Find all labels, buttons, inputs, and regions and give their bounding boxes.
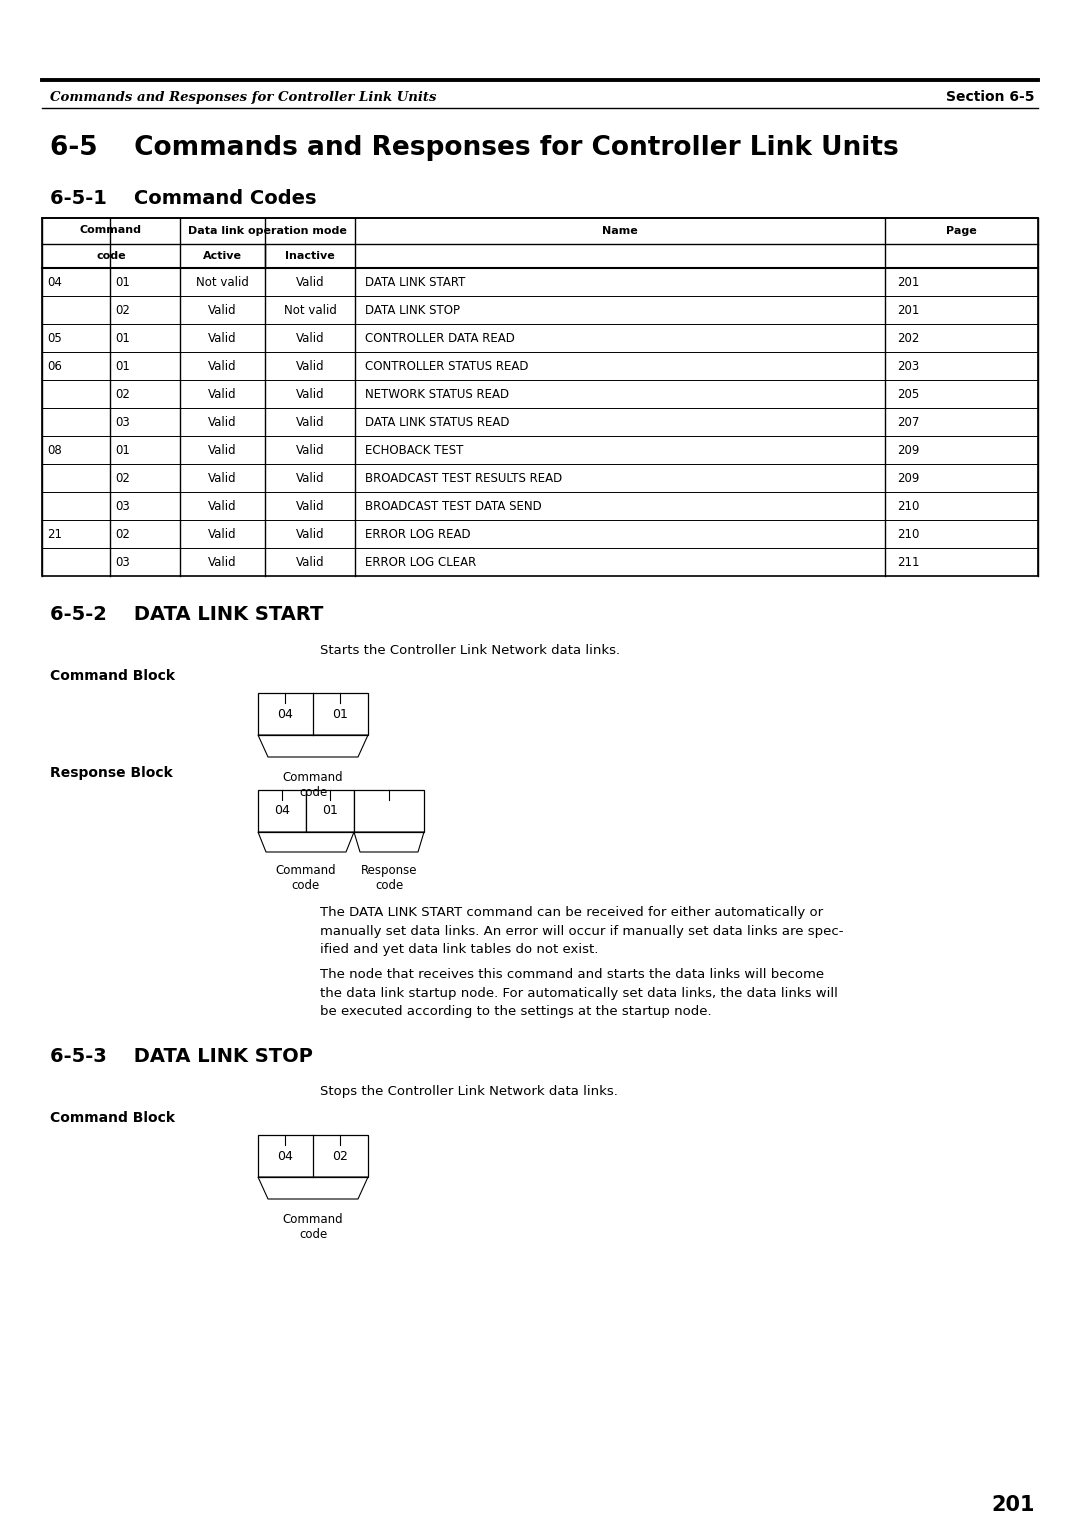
Text: code: code (96, 251, 125, 261)
Text: Valid: Valid (208, 472, 237, 484)
Text: 02: 02 (114, 388, 130, 400)
Text: Not valid: Not valid (284, 304, 337, 316)
Text: 201: 201 (897, 304, 919, 316)
Text: CONTROLLER STATUS READ: CONTROLLER STATUS READ (365, 359, 528, 373)
Text: 201: 201 (991, 1494, 1035, 1514)
Text: 08: 08 (48, 443, 62, 457)
Text: Command
code: Command code (275, 863, 336, 892)
Text: Command Block: Command Block (50, 669, 175, 683)
Text: 210: 210 (897, 500, 919, 512)
Text: ERROR LOG READ: ERROR LOG READ (365, 527, 471, 541)
Text: 21: 21 (48, 527, 62, 541)
Text: 01: 01 (114, 359, 130, 373)
Text: BROADCAST TEST DATA SEND: BROADCAST TEST DATA SEND (365, 500, 542, 512)
Text: Command: Command (80, 225, 141, 235)
Text: Command Block: Command Block (50, 1111, 175, 1125)
Text: 02: 02 (114, 304, 130, 316)
Text: The node that receives this command and starts the data links will become
the da: The node that receives this command and … (320, 969, 838, 1018)
Text: The DATA LINK START command can be received for either automatically or
manually: The DATA LINK START command can be recei… (320, 906, 843, 957)
Text: Inactive: Inactive (285, 251, 335, 261)
Text: Valid: Valid (208, 388, 237, 400)
Text: Valid: Valid (208, 304, 237, 316)
Text: Command
code: Command code (283, 772, 343, 799)
Text: Starts the Controller Link Network data links.: Starts the Controller Link Network data … (320, 643, 620, 657)
Text: 205: 205 (897, 388, 919, 400)
Text: Valid: Valid (296, 443, 324, 457)
Bar (354, 790, 424, 833)
Text: Page: Page (946, 226, 977, 235)
Text: 01: 01 (332, 707, 348, 721)
Text: ERROR LOG CLEAR: ERROR LOG CLEAR (365, 556, 476, 568)
Bar (258, 1135, 368, 1177)
Text: 202: 202 (897, 332, 919, 344)
Text: Data link operation mode: Data link operation mode (188, 226, 347, 235)
Text: Valid: Valid (208, 500, 237, 512)
Text: Valid: Valid (296, 472, 324, 484)
Text: 04: 04 (278, 1149, 293, 1163)
Text: Valid: Valid (208, 359, 237, 373)
Text: Not valid: Not valid (197, 275, 248, 289)
Text: 207: 207 (897, 416, 919, 428)
Text: Stops the Controller Link Network data links.: Stops the Controller Link Network data l… (320, 1085, 618, 1099)
Text: 211: 211 (897, 556, 919, 568)
Text: Active: Active (203, 251, 242, 261)
Text: 6-5-3    DATA LINK STOP: 6-5-3 DATA LINK STOP (50, 1047, 313, 1065)
Text: 04: 04 (274, 805, 289, 817)
Text: 6-5-1    Command Codes: 6-5-1 Command Codes (50, 188, 316, 208)
Text: 201: 201 (897, 275, 919, 289)
Text: 01: 01 (322, 805, 338, 817)
Text: 209: 209 (897, 443, 919, 457)
Text: Name: Name (603, 226, 638, 235)
Text: Section 6-5: Section 6-5 (946, 90, 1035, 104)
Text: Valid: Valid (296, 500, 324, 512)
Bar (306, 790, 354, 833)
Text: Valid: Valid (296, 275, 324, 289)
Bar (258, 790, 306, 833)
Text: 01: 01 (114, 332, 130, 344)
Text: Command
code: Command code (283, 1213, 343, 1241)
Text: Valid: Valid (296, 527, 324, 541)
Text: 03: 03 (114, 556, 130, 568)
Text: 6-5    Commands and Responses for Controller Link Units: 6-5 Commands and Responses for Controlle… (50, 134, 899, 160)
Text: 03: 03 (114, 500, 130, 512)
Text: Commands and Responses for Controller Link Units: Commands and Responses for Controller Li… (50, 90, 436, 104)
Text: ECHOBACK TEST: ECHOBACK TEST (365, 443, 463, 457)
Text: Valid: Valid (296, 388, 324, 400)
Text: Valid: Valid (208, 443, 237, 457)
Text: CONTROLLER DATA READ: CONTROLLER DATA READ (365, 332, 515, 344)
Bar (42, 219, 1038, 576)
Text: DATA LINK STATUS READ: DATA LINK STATUS READ (365, 416, 510, 428)
Text: 210: 210 (897, 527, 919, 541)
Text: Valid: Valid (296, 416, 324, 428)
Text: 04: 04 (48, 275, 62, 289)
Text: 06: 06 (48, 359, 62, 373)
Text: Valid: Valid (208, 556, 237, 568)
Text: 01: 01 (114, 275, 130, 289)
Text: 03: 03 (114, 416, 130, 428)
Text: Valid: Valid (208, 332, 237, 344)
Text: Valid: Valid (296, 332, 324, 344)
Bar (258, 694, 368, 735)
Text: 04: 04 (278, 707, 293, 721)
Text: BROADCAST TEST RESULTS READ: BROADCAST TEST RESULTS READ (365, 472, 563, 484)
Text: Valid: Valid (208, 416, 237, 428)
Text: 02: 02 (114, 527, 130, 541)
Text: Valid: Valid (296, 556, 324, 568)
Text: DATA LINK STOP: DATA LINK STOP (365, 304, 460, 316)
Text: Valid: Valid (296, 359, 324, 373)
Text: 6-5-2    DATA LINK START: 6-5-2 DATA LINK START (50, 605, 323, 623)
Text: 02: 02 (332, 1149, 348, 1163)
Text: Response Block: Response Block (50, 766, 173, 779)
Text: 02: 02 (114, 472, 130, 484)
Text: 203: 203 (897, 359, 919, 373)
Text: 05: 05 (48, 332, 62, 344)
Text: 01: 01 (114, 443, 130, 457)
Text: DATA LINK START: DATA LINK START (365, 275, 465, 289)
Text: 209: 209 (897, 472, 919, 484)
Text: Valid: Valid (208, 527, 237, 541)
Text: Response
code: Response code (361, 863, 417, 892)
Text: NETWORK STATUS READ: NETWORK STATUS READ (365, 388, 509, 400)
